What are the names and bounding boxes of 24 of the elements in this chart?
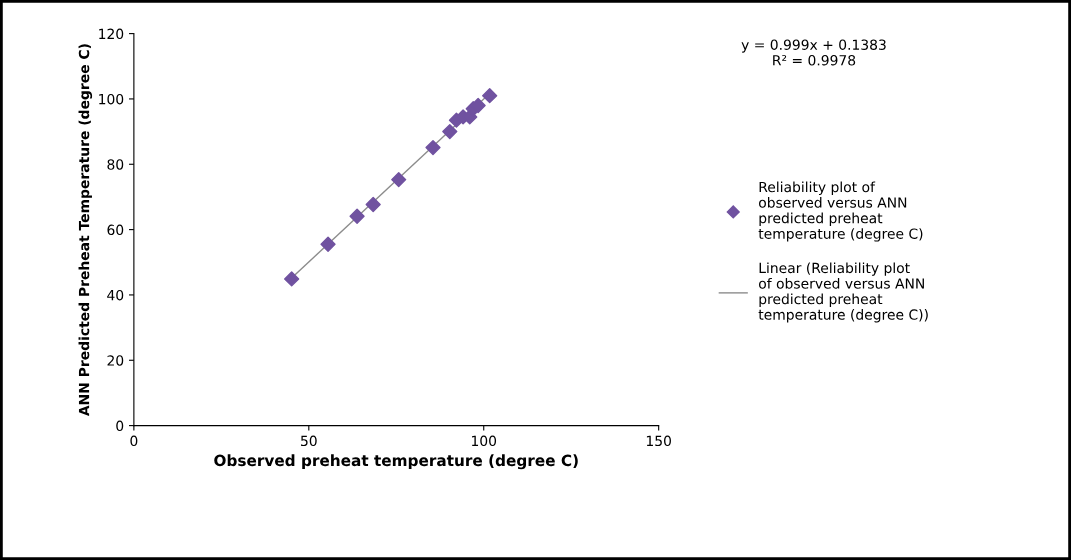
- y-tick-label: 100: [99, 93, 124, 105]
- y-tick-label: 20: [107, 355, 124, 366]
- y-tick-label: 0: [116, 420, 124, 432]
- x-tick-label: 100: [472, 435, 497, 447]
- y-tick-label: 60: [107, 224, 124, 236]
- y-axis-title: ANN Predicted Preheat Temperature (degree C): [78, 44, 93, 417]
- point: [320, 236, 336, 252]
- x-tick-label: 0: [130, 435, 138, 447]
- legend-label: Reliability plot of observed versus ANN predicted preheat temperature (degree C): [758, 181, 923, 242]
- point: [425, 139, 441, 156]
- point: [391, 171, 407, 188]
- point: [442, 123, 458, 140]
- x-axis-title: Observed preheat temperature (degree C): [214, 454, 578, 470]
- point: [482, 88, 498, 104]
- y-tick-label: 40: [107, 289, 124, 301]
- text: y = 0.999x + 0.1383 R² = 0.9978: [741, 39, 886, 66]
- y-tick-label: 80: [107, 159, 124, 170]
- point: [284, 271, 300, 287]
- y-tick-label: 120: [99, 28, 124, 40]
- x-tick-label: 150: [646, 435, 671, 447]
- legend-label: Linear (Reliability plot of observed versus ANN predicted preheat temperature (degree C)): [758, 262, 928, 323]
- x-tick-label: 50: [301, 435, 317, 447]
- point: [365, 196, 381, 213]
- point: [349, 208, 365, 224]
